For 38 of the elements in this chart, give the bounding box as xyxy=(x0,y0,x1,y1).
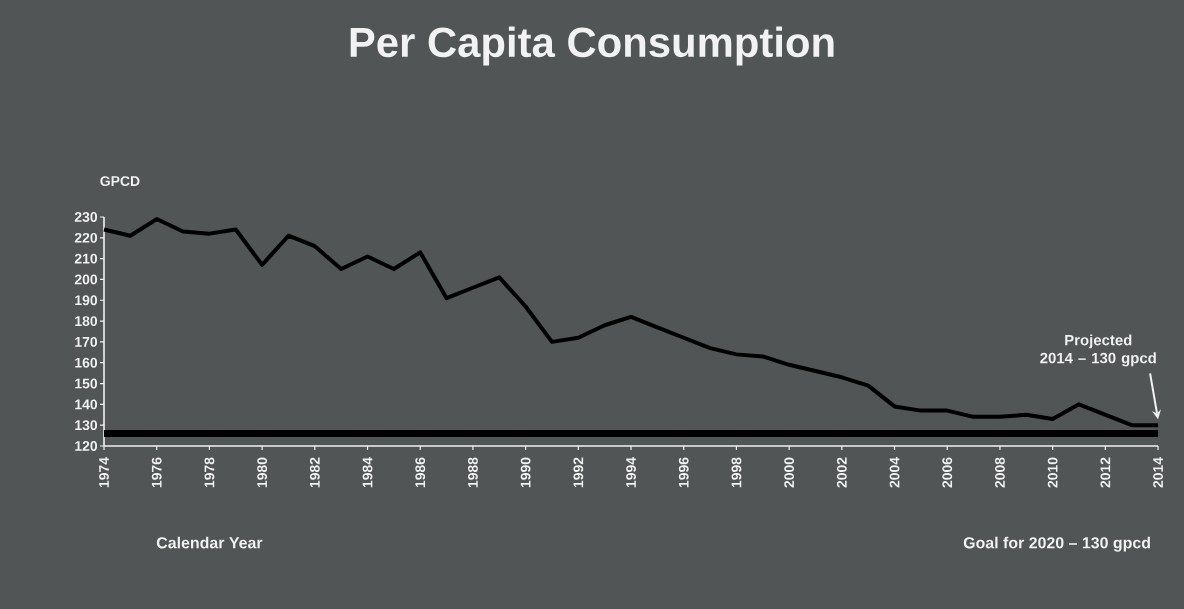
y-tick-label: 210 xyxy=(74,253,98,264)
x-tick-label: 2014 xyxy=(1153,457,1163,488)
x-tick-label: 2010 xyxy=(1047,457,1058,488)
y-tick-label: 200 xyxy=(74,274,98,285)
y-tick-label: 180 xyxy=(75,316,98,327)
x-tick-label: 2012 xyxy=(1100,457,1111,488)
x-tick-label: 1982 xyxy=(309,457,320,488)
y-tick-label: 160 xyxy=(75,357,98,368)
x-tick-label: 1990 xyxy=(520,457,531,488)
x-tick-label: 1976 xyxy=(151,457,162,488)
x-tick-label: 2000 xyxy=(784,457,795,488)
x-tick-label: 2008 xyxy=(995,457,1005,488)
x-tick-label: 1988 xyxy=(468,457,478,488)
x-tick-label: 1996 xyxy=(678,457,689,488)
y-axis-title: GPCD xyxy=(100,176,140,187)
x-axis-title: Calendar Year xyxy=(156,536,263,549)
x-tick-label: 2006 xyxy=(942,457,953,488)
x-tick-label: 1994 xyxy=(626,457,636,488)
x-tick-label: 2004 xyxy=(889,457,900,488)
y-tick-label: 150 xyxy=(75,378,98,389)
text: Goal for 2020 – 130 gpcd xyxy=(963,536,1150,552)
x-tick-label: 1980 xyxy=(257,457,268,488)
y-tick-label: 190 xyxy=(75,295,98,306)
x-tick-label: 1992 xyxy=(573,457,584,488)
y-tick-label: 140 xyxy=(75,399,98,410)
y-tick-label: 130 xyxy=(75,420,98,431)
x-tick-label: 1998 xyxy=(731,457,742,488)
x-tick-label: 2002 xyxy=(836,457,847,488)
x-tick-label: 1984 xyxy=(362,457,373,488)
y-tick-label: 230 xyxy=(74,212,98,222)
chart-title: Per Capita Consumption xyxy=(350,26,834,66)
y-tick-label: 220 xyxy=(74,232,98,243)
x-tick-label: 1986 xyxy=(415,457,426,488)
x-tick-label: 1978 xyxy=(204,457,215,488)
x-tick-label: 1974 xyxy=(99,457,109,488)
y-tick-label: 120 xyxy=(75,441,98,451)
y-tick-label: 170 xyxy=(75,336,98,347)
annotation: Projected 2014 – 130 gpcd xyxy=(1040,334,1156,367)
